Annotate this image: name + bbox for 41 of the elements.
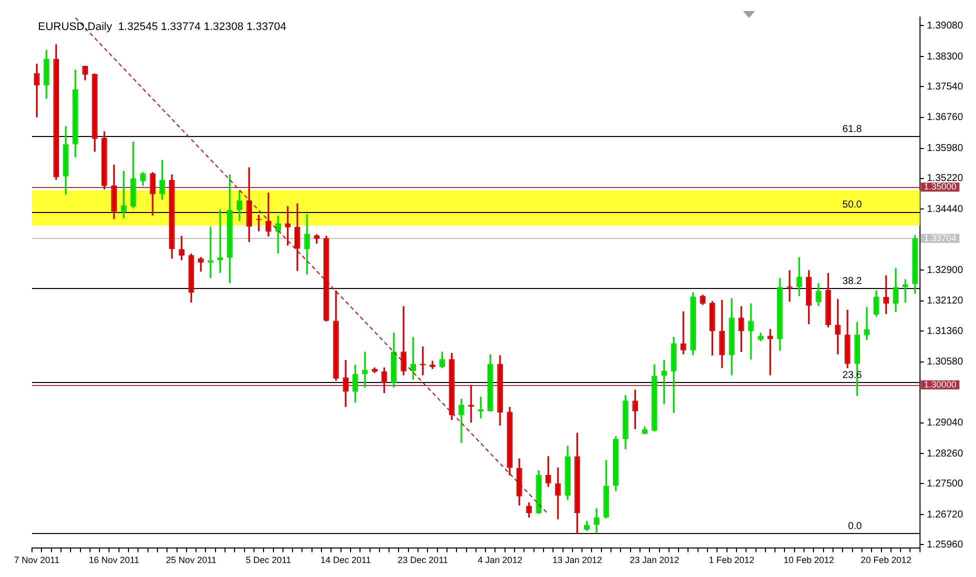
chart-title: EURUSD,Daily 1.32545 1.33774 1.32308 1.33704 <box>38 21 286 34</box>
y-tick-label: 1.25960 <box>926 539 964 550</box>
annotation: 61.8 <box>842 124 862 136</box>
y-tick-label: 1.32120 <box>926 296 964 307</box>
x-tick-label: 23 Dec 2011 <box>398 555 448 566</box>
annotation: 38.2 <box>842 276 862 288</box>
x-tick-label: 14 Dec 2011 <box>320 555 371 566</box>
annotation: 0.0 <box>848 520 862 532</box>
annotation: 50.0 <box>842 200 862 211</box>
candlestick <box>748 303 754 360</box>
x-tick-label: 5 Dec 2011 <box>246 555 292 566</box>
y-tick-label: 1.29040 <box>926 418 964 429</box>
candlestick <box>883 275 889 314</box>
candlestick <box>304 214 310 274</box>
x-tick-label: 10 Feb 2012 <box>784 555 834 566</box>
x-tick-label: 4 Jan 2012 <box>478 555 522 566</box>
y-tick-label: 1.31360 <box>926 326 964 337</box>
y-tick-label: 1.32900 <box>926 264 964 276</box>
candlestick <box>458 398 464 443</box>
candlestick <box>555 468 561 520</box>
y-tick-label: 1.27500 <box>926 478 964 490</box>
y-tick-label: 1.35980 <box>926 143 964 154</box>
x-tick-label: 16 Nov 2011 <box>88 555 140 566</box>
y-tick-label: 1.37540 <box>926 81 964 92</box>
y-tick-label: 1.26720 <box>926 509 964 520</box>
x-tick-label: 7 Nov 2011 <box>14 555 60 566</box>
y-tick-label: 1.35220 <box>926 173 964 184</box>
ref-line-label: 1.30000 <box>924 379 956 390</box>
x-tick-label: 1 Feb 2012 <box>708 555 754 566</box>
y-tick-label: 1.28260 <box>926 448 964 460</box>
y-tick-label: 1.36760 <box>926 112 964 124</box>
ref-line-label: 1.35000 <box>924 182 956 192</box>
y-tick-label: 1.34440 <box>926 204 964 215</box>
ref-line-label: 1.33704 <box>924 232 956 243</box>
x-tick-label: 20 Feb 2012 <box>860 555 912 566</box>
y-tick-label: 1.38300 <box>926 51 964 62</box>
y-tick-label: 1.39080 <box>926 20 964 32</box>
y-tick-label: 1.30580 <box>926 356 964 368</box>
x-tick-label: 13 Jan 2012 <box>552 555 602 566</box>
x-tick-label: 23 Jan 2012 <box>630 555 680 566</box>
x-tick-label: 25 Nov 2011 <box>166 555 216 566</box>
